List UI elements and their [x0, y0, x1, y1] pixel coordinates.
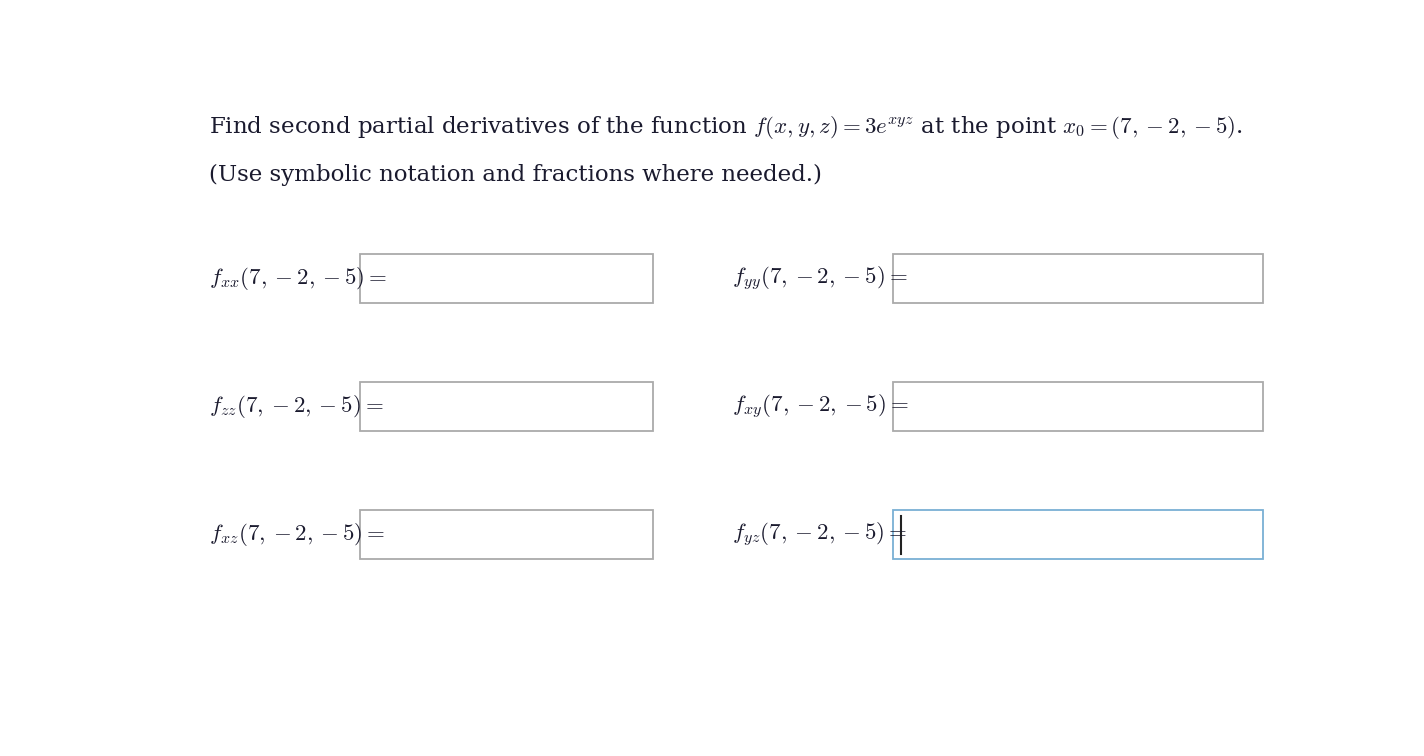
Text: $f_{yy}(7, -2, -5) =$: $f_{yy}(7, -2, -5) =$ — [732, 265, 907, 293]
FancyBboxPatch shape — [360, 382, 652, 431]
FancyBboxPatch shape — [360, 510, 652, 559]
FancyBboxPatch shape — [360, 254, 652, 303]
Text: $f_{xy}(7, -2, -5) =$: $f_{xy}(7, -2, -5) =$ — [732, 392, 909, 420]
Text: $f_{zz}(7, -2, -5) =$: $f_{zz}(7, -2, -5) =$ — [209, 393, 383, 420]
Text: (Use symbolic notation and fractions where needed.): (Use symbolic notation and fractions whe… — [209, 163, 822, 185]
Text: $f_{xz}(7, -2, -5) =$: $f_{xz}(7, -2, -5) =$ — [209, 521, 386, 548]
FancyBboxPatch shape — [893, 254, 1263, 303]
Text: Find second partial derivatives of the function $f(x, y, z) = 3e^{xyz}$ at the p: Find second partial derivatives of the f… — [209, 114, 1243, 141]
Text: $f_{xx}(7, -2, -5) =$: $f_{xx}(7, -2, -5) =$ — [209, 265, 387, 292]
Text: $f_{yz}(7, -2, -5) =$: $f_{yz}(7, -2, -5) =$ — [732, 521, 907, 549]
FancyBboxPatch shape — [893, 382, 1263, 431]
FancyBboxPatch shape — [893, 510, 1263, 559]
